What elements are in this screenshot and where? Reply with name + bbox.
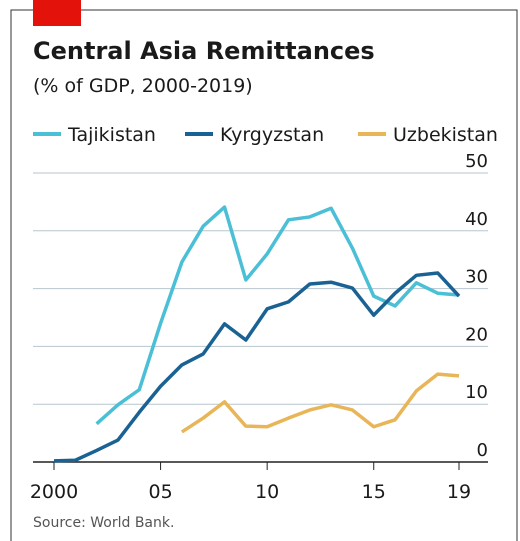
x-tick-label: 2000 bbox=[30, 481, 78, 503]
series-line bbox=[95, 205, 460, 426]
legend-label: Tajikistan bbox=[67, 124, 156, 146]
y-tick-label: 40 bbox=[465, 209, 488, 230]
x-tick-label: 05 bbox=[148, 481, 172, 503]
x-tick-label: 19 bbox=[447, 481, 471, 503]
legend-label: Kyrgyzstan bbox=[220, 124, 324, 146]
red-tab bbox=[33, 0, 81, 26]
chart-title: Central Asia Remittances bbox=[33, 37, 375, 65]
frame bbox=[10, 9, 518, 541]
y-tick-label: 0 bbox=[477, 440, 488, 461]
y-tick-label: 20 bbox=[465, 324, 488, 345]
source: Source: World Bank. bbox=[33, 515, 174, 531]
legend-label: Uzbekistan bbox=[393, 124, 498, 146]
y-tick-label: 50 bbox=[465, 151, 488, 172]
y-tick-label: 30 bbox=[465, 267, 488, 288]
series-line bbox=[180, 372, 460, 434]
y-tick-label: 10 bbox=[465, 382, 488, 403]
chart-subtitle: (% of GDP, 2000-2019) bbox=[33, 75, 253, 97]
x-tick-label: 15 bbox=[362, 481, 386, 503]
x-tick-label: 10 bbox=[255, 481, 279, 503]
series-line bbox=[53, 271, 461, 463]
